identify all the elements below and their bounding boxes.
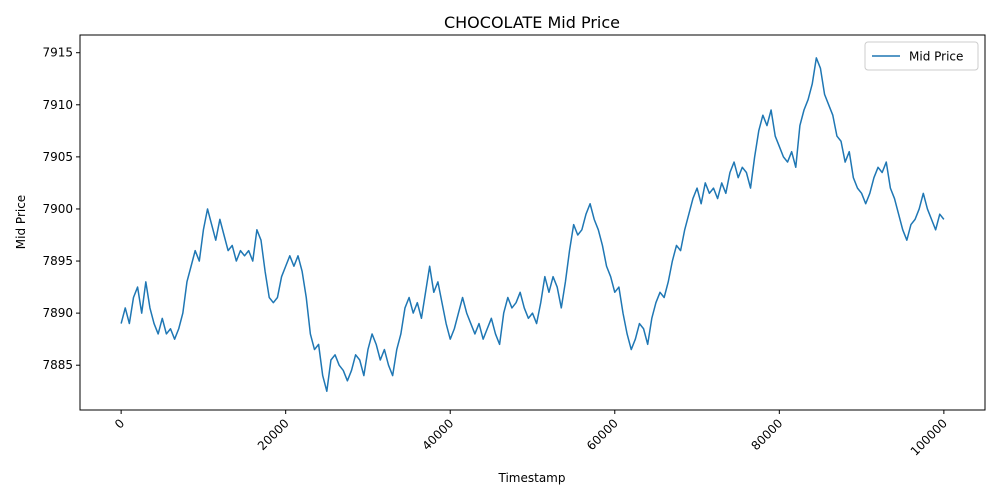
y-axis-ticks: 7885 7890 7895 7900 7905 7910 7915 <box>42 46 80 372</box>
chart-title: CHOCOLATE Mid Price <box>444 13 620 32</box>
legend: Mid Price <box>864 41 979 71</box>
legend-box <box>864 41 979 71</box>
y-tick-label: 7895 <box>42 254 73 268</box>
y-tick-label: 7905 <box>42 150 73 164</box>
y-axis-label: Mid Price <box>14 195 28 249</box>
series-line-mid-price <box>120 57 945 392</box>
plot-background <box>80 35 985 410</box>
plot-frame <box>79 34 986 411</box>
y-tick-label: 7915 <box>42 46 73 60</box>
y-tick-label: 7910 <box>42 98 73 112</box>
y-tick-label: 7890 <box>42 306 73 320</box>
plot-area <box>80 35 985 410</box>
legend-label: Mid Price <box>909 50 963 64</box>
y-tick-label: 7900 <box>42 202 73 216</box>
x-axis-label: Timestamp <box>498 471 566 485</box>
y-tick-label: 7885 <box>42 358 73 372</box>
